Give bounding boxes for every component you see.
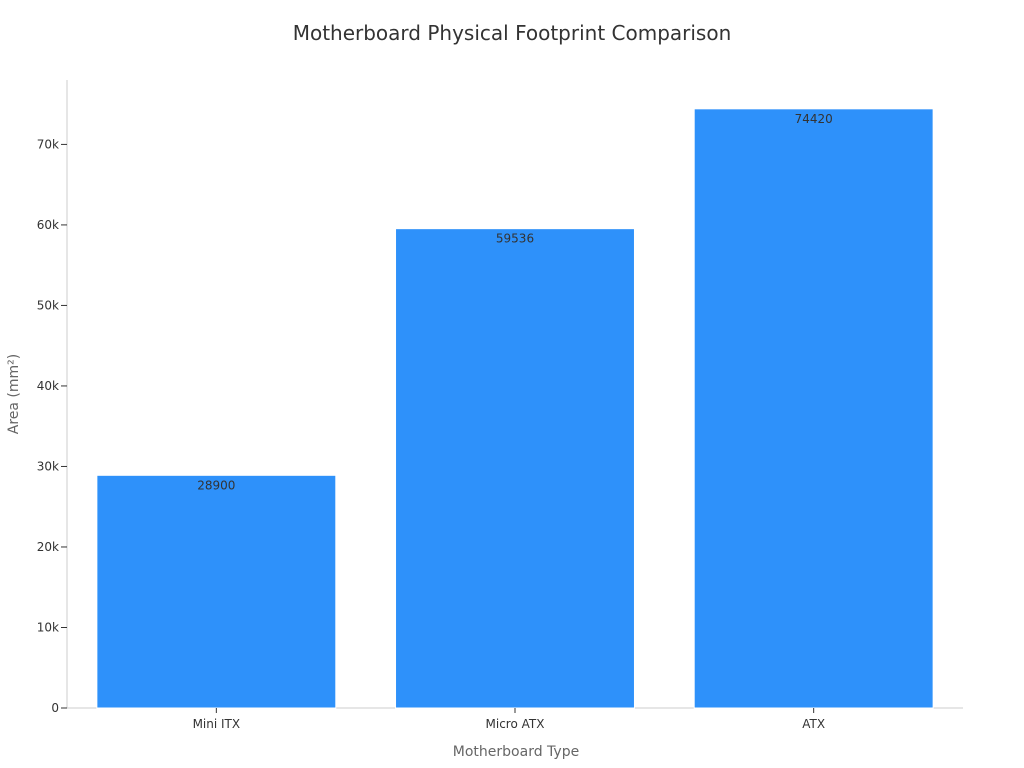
y-tick-label: 50k — [37, 298, 59, 312]
y-tick-label: 70k — [37, 137, 59, 151]
data-label: 28900 — [197, 478, 235, 492]
bar-atx[interactable] — [693, 108, 934, 709]
data-label: 74420 — [795, 112, 833, 126]
y-tick-label: 60k — [37, 218, 59, 232]
x-tick-label: Mini ITX — [193, 717, 241, 731]
y-tick-label: 20k — [37, 540, 59, 554]
x-axis-title: Motherboard Type — [453, 744, 579, 760]
x-tick-label: ATX — [802, 717, 825, 731]
chart-title: Motherboard Physical Footprint Compariso… — [293, 21, 732, 45]
y-axis-title: Area (mm²) — [6, 354, 22, 434]
bar-micro-atx[interactable] — [395, 228, 635, 709]
y-tick-label: 40k — [37, 379, 59, 393]
y-tick-label: 30k — [37, 459, 59, 473]
bar-mini-itx[interactable] — [96, 474, 337, 709]
y-tick-label: 10k — [37, 620, 59, 634]
data-label: 59536 — [496, 232, 534, 246]
x-tick-label: Micro ATX — [486, 717, 545, 731]
plot-area: 0 10k 20k 30k 40k 50k 60k 70k 28900 Mini ITX 59536… — [37, 80, 963, 731]
y-tick-label: 0 — [51, 701, 59, 715]
